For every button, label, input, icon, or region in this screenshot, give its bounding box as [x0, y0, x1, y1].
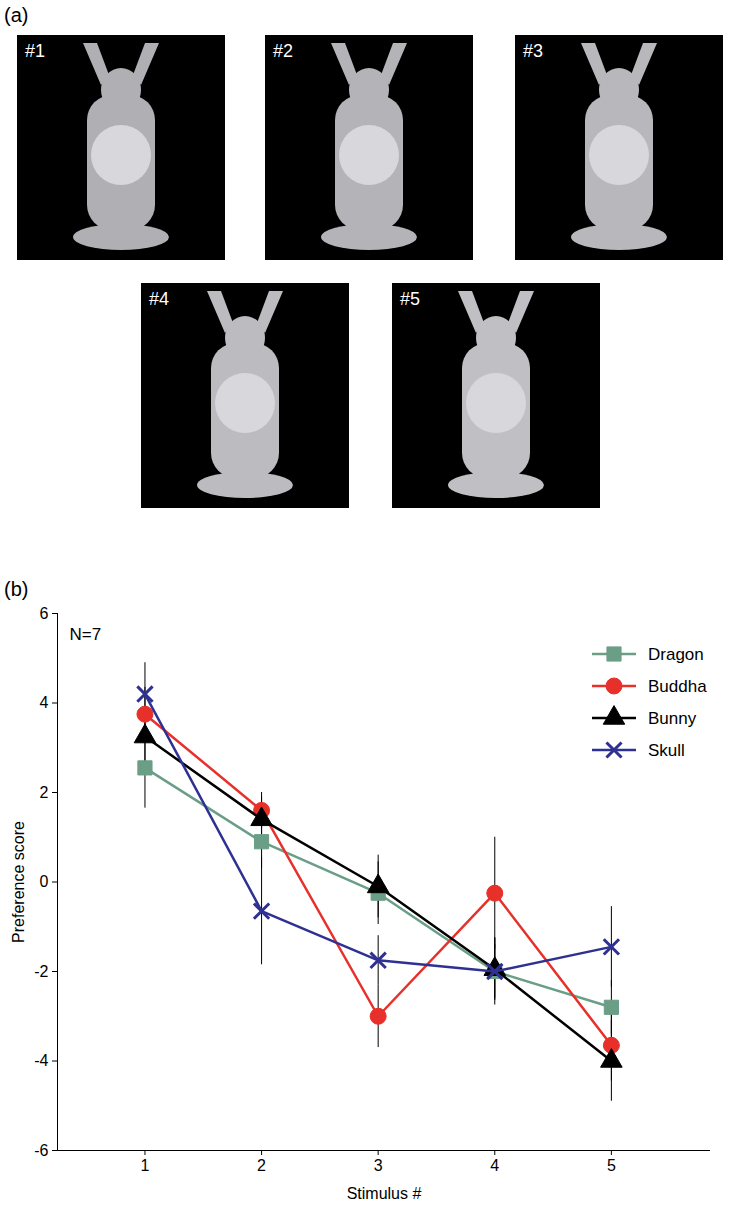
svg-text:3: 3: [374, 1157, 383, 1174]
svg-text:Bunny: Bunny: [648, 709, 697, 728]
html-text:#2: #2: [273, 41, 293, 61]
html-text:#3: #3: [523, 41, 543, 61]
svg-text:Dragon: Dragon: [648, 645, 704, 664]
html-text:#1: #1: [25, 41, 45, 61]
svg-text:2: 2: [40, 784, 49, 801]
svg-text:6: 6: [40, 605, 49, 622]
svg-text:-4: -4: [34, 1052, 48, 1069]
svg-text:N=7: N=7: [70, 625, 102, 644]
svg-text:Stimulus #: Stimulus #: [347, 1185, 422, 1202]
svg-text:4: 4: [490, 1157, 499, 1174]
svg-text:1: 1: [141, 1157, 150, 1174]
svg-text:-2: -2: [34, 963, 48, 980]
html-text:(a): (a): [4, 4, 29, 26]
html-text:#4: #4: [149, 289, 169, 309]
svg-text:Preference score: Preference score: [10, 821, 27, 943]
svg-text:Buddha: Buddha: [648, 677, 707, 696]
svg-text:0: 0: [40, 873, 49, 890]
svg-text:4: 4: [40, 694, 49, 711]
svg-text:2: 2: [257, 1157, 266, 1174]
svg-text:Skull: Skull: [648, 741, 685, 760]
svg-text:5: 5: [607, 1157, 616, 1174]
html-text:(b): (b): [4, 578, 29, 600]
html-text:#5: #5: [400, 289, 420, 309]
svg-text:-6: -6: [34, 1142, 48, 1159]
